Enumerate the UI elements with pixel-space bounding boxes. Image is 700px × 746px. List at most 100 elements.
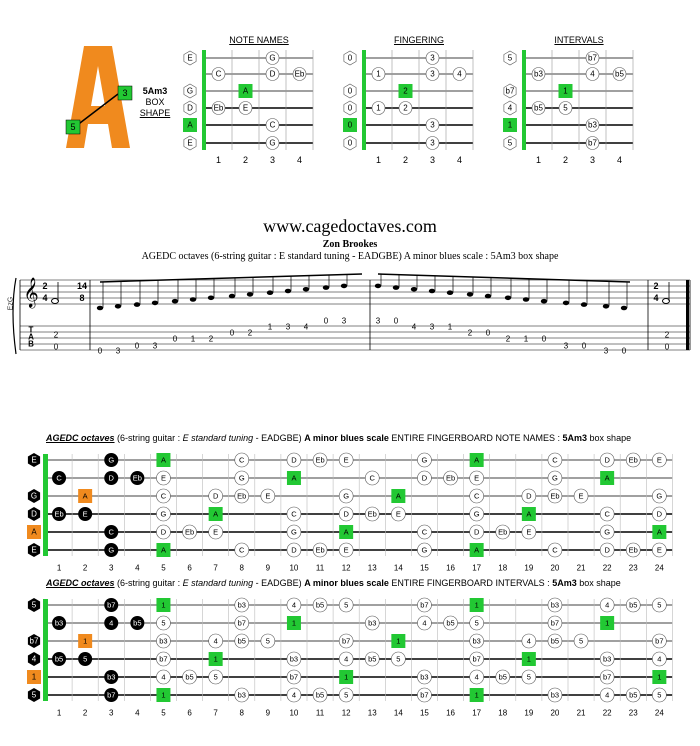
note-marker xyxy=(156,651,171,667)
note-marker xyxy=(652,687,667,703)
note-label: E xyxy=(526,528,531,537)
note-marker xyxy=(625,597,641,613)
note-marker xyxy=(234,615,250,631)
time-sig-end-bottom: 4 xyxy=(653,293,658,303)
tab-fret: 3 xyxy=(430,323,435,332)
note-marker xyxy=(260,633,276,649)
note-label: b3 xyxy=(55,619,63,628)
note-marker xyxy=(312,452,328,468)
note-marker xyxy=(425,118,440,132)
note-label: b5 xyxy=(316,691,324,700)
tab-fret: 0 xyxy=(173,335,178,344)
note-label: 1 xyxy=(344,673,348,682)
tab-fret: 2 xyxy=(506,335,511,344)
note-marker xyxy=(547,452,563,468)
note-marker xyxy=(234,597,250,613)
open-label: E xyxy=(187,54,192,63)
fb-fret-number: 19 xyxy=(524,564,533,573)
note-label: D xyxy=(526,492,532,501)
note-label: 5 xyxy=(657,601,661,610)
note-label: A xyxy=(474,456,479,465)
note-label: b5 xyxy=(185,673,193,682)
note-head xyxy=(284,288,292,294)
root-marker xyxy=(156,598,171,612)
fb-fret-number: 6 xyxy=(187,709,192,718)
note-marker xyxy=(391,506,406,522)
note-label: 1 xyxy=(563,87,568,96)
note-marker xyxy=(573,633,589,649)
time-sig-end-top: 2 xyxy=(653,281,658,291)
note-label: G xyxy=(291,528,297,537)
note-marker xyxy=(234,488,250,504)
note-marker xyxy=(521,524,537,540)
note-label: Eb xyxy=(498,528,507,537)
open-note xyxy=(343,83,357,99)
note-label: 4 xyxy=(292,691,296,700)
open-note xyxy=(27,598,41,612)
note-marker xyxy=(625,452,641,468)
note-label: b7 xyxy=(588,54,597,63)
note-marker xyxy=(469,524,484,540)
tab-fret: 3 xyxy=(153,342,158,351)
note-marker xyxy=(417,669,432,685)
note-label: D xyxy=(161,528,167,537)
root-marker xyxy=(286,471,301,485)
tab-fret: 1 xyxy=(448,323,453,332)
note-head xyxy=(340,283,348,289)
tab-fret: 4 xyxy=(412,323,417,332)
note-label: C xyxy=(474,492,480,501)
note-head xyxy=(428,288,436,294)
note-marker xyxy=(104,525,119,539)
note-label: 3 xyxy=(430,70,435,79)
note-marker xyxy=(417,542,432,558)
note-label: 4 xyxy=(605,601,609,610)
note-label: C xyxy=(239,546,245,555)
root-marker xyxy=(78,634,93,648)
note-label: D xyxy=(657,510,663,519)
note-head xyxy=(522,297,530,302)
tab-fret: 1 xyxy=(524,335,529,344)
note-head xyxy=(96,305,104,311)
fb-fret-number: 12 xyxy=(342,709,351,718)
note-label: G xyxy=(269,54,275,63)
treble-clef: 𝄞 xyxy=(23,277,38,309)
root-marker xyxy=(208,652,223,666)
fb-fret-number: 4 xyxy=(135,564,140,573)
note-label: b5 xyxy=(629,691,637,700)
note-marker xyxy=(652,506,667,522)
note-marker xyxy=(417,524,432,540)
note-marker xyxy=(208,669,223,685)
fb-fret-number: 22 xyxy=(603,564,612,573)
note-marker xyxy=(265,136,280,150)
note-label: Eb xyxy=(54,510,63,519)
note-marker xyxy=(104,471,119,485)
fb-fret-number: 22 xyxy=(603,709,612,718)
note-label: G xyxy=(422,546,428,555)
fb-fret-number: 24 xyxy=(655,564,664,573)
note-marker xyxy=(364,506,380,522)
note-label: 1 xyxy=(396,637,400,646)
note-marker xyxy=(573,488,589,504)
note-head xyxy=(504,295,512,301)
fb-fret-number: 18 xyxy=(498,564,507,573)
note-label: Eb xyxy=(446,474,455,483)
tab-fret: 3 xyxy=(564,342,569,351)
open-label: 0 xyxy=(348,121,353,130)
note-label: A xyxy=(526,510,531,519)
note-label: b7 xyxy=(551,619,559,628)
note-label: b7 xyxy=(107,601,115,610)
note-label: C xyxy=(552,456,558,465)
note-label: G xyxy=(422,456,428,465)
note-marker xyxy=(469,506,484,522)
note-marker xyxy=(211,67,226,81)
fb-fret-number: 21 xyxy=(577,709,586,718)
fb-fret-number: 1 xyxy=(57,709,62,718)
tab-fret: 0 xyxy=(542,335,547,344)
note-label: A xyxy=(83,492,88,501)
note-marker xyxy=(104,598,119,612)
note-marker xyxy=(265,118,280,132)
note-label: C xyxy=(239,456,245,465)
note-label: Eb xyxy=(368,510,377,519)
note-label: 1 xyxy=(83,637,87,646)
fb-fret-number: 16 xyxy=(446,564,455,573)
